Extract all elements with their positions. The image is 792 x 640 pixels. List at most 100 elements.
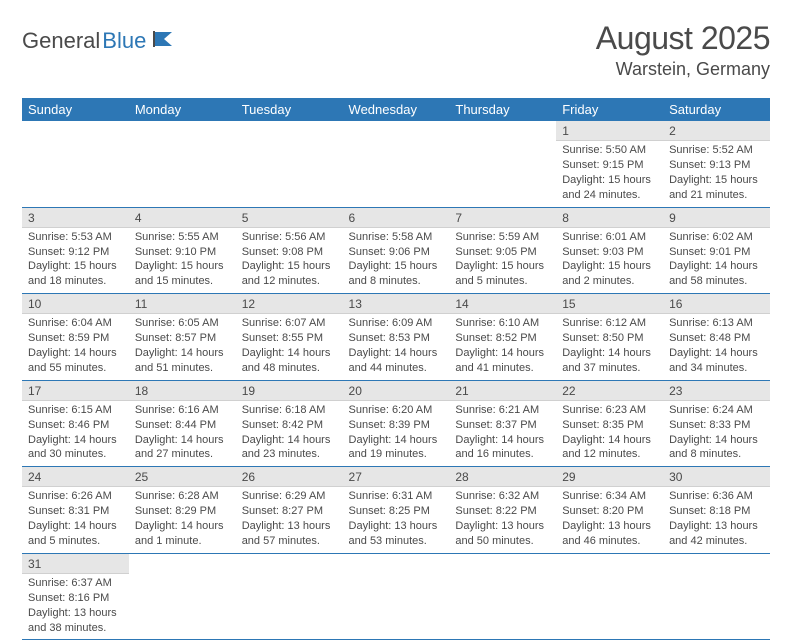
daylight-text: Daylight: 15 hours and 2 minutes. (562, 259, 657, 289)
daylight-text: Daylight: 15 hours and 24 minutes. (562, 173, 657, 203)
sunrise-text: Sunrise: 6:34 AM (562, 489, 657, 504)
calendar-row: 1Sunrise: 5:50 AMSunset: 9:15 PMDaylight… (22, 121, 770, 207)
day-details: Sunrise: 6:34 AMSunset: 8:20 PMDaylight:… (556, 487, 663, 552)
day-details: Sunrise: 5:53 AMSunset: 9:12 PMDaylight:… (22, 228, 129, 293)
day-cell: 24Sunrise: 6:26 AMSunset: 8:31 PMDayligh… (22, 467, 129, 554)
day-cell: 14Sunrise: 6:10 AMSunset: 8:52 PMDayligh… (449, 294, 556, 381)
sunset-text: Sunset: 9:03 PM (562, 245, 657, 260)
day-number: 13 (343, 294, 450, 314)
sunset-text: Sunset: 8:16 PM (28, 591, 123, 606)
sunrise-text: Sunrise: 6:09 AM (349, 316, 444, 331)
day-details: Sunrise: 6:16 AMSunset: 8:44 PMDaylight:… (129, 401, 236, 466)
flag-icon (152, 30, 176, 53)
day-cell: 17Sunrise: 6:15 AMSunset: 8:46 PMDayligh… (22, 380, 129, 467)
day-number: 19 (236, 381, 343, 401)
day-number: 4 (129, 208, 236, 228)
day-number: 20 (343, 381, 450, 401)
day-number: 5 (236, 208, 343, 228)
day-details: Sunrise: 5:56 AMSunset: 9:08 PMDaylight:… (236, 228, 343, 293)
day-cell: 28Sunrise: 6:32 AMSunset: 8:22 PMDayligh… (449, 467, 556, 554)
day-cell: 13Sunrise: 6:09 AMSunset: 8:53 PMDayligh… (343, 294, 450, 381)
day-number: 9 (663, 208, 770, 228)
sunrise-text: Sunrise: 5:55 AM (135, 230, 230, 245)
day-cell: 19Sunrise: 6:18 AMSunset: 8:42 PMDayligh… (236, 380, 343, 467)
day-details: Sunrise: 6:18 AMSunset: 8:42 PMDaylight:… (236, 401, 343, 466)
sunset-text: Sunset: 9:08 PM (242, 245, 337, 260)
sunset-text: Sunset: 8:20 PM (562, 504, 657, 519)
day-cell: 26Sunrise: 6:29 AMSunset: 8:27 PMDayligh… (236, 467, 343, 554)
sunset-text: Sunset: 8:50 PM (562, 331, 657, 346)
day-cell: 31Sunrise: 6:37 AMSunset: 8:16 PMDayligh… (22, 553, 129, 640)
day-details: Sunrise: 6:12 AMSunset: 8:50 PMDaylight:… (556, 314, 663, 379)
empty-cell (236, 553, 343, 640)
sunrise-text: Sunrise: 6:36 AM (669, 489, 764, 504)
daylight-text: Daylight: 15 hours and 15 minutes. (135, 259, 230, 289)
daylight-text: Daylight: 14 hours and 48 minutes. (242, 346, 337, 376)
day-number: 31 (22, 554, 129, 574)
sunrise-text: Sunrise: 6:29 AM (242, 489, 337, 504)
sunset-text: Sunset: 8:44 PM (135, 418, 230, 433)
day-details: Sunrise: 6:01 AMSunset: 9:03 PMDaylight:… (556, 228, 663, 293)
day-number: 24 (22, 467, 129, 487)
sunrise-text: Sunrise: 5:53 AM (28, 230, 123, 245)
day-details: Sunrise: 6:36 AMSunset: 8:18 PMDaylight:… (663, 487, 770, 552)
daylight-text: Daylight: 14 hours and 1 minute. (135, 519, 230, 549)
sunset-text: Sunset: 8:29 PM (135, 504, 230, 519)
dayhead-friday: Friday (556, 98, 663, 121)
calendar-table: Sunday Monday Tuesday Wednesday Thursday… (22, 98, 770, 640)
title-block: August 2025 Warstein, Germany (596, 20, 770, 80)
empty-cell (343, 121, 450, 207)
day-details: Sunrise: 6:23 AMSunset: 8:35 PMDaylight:… (556, 401, 663, 466)
day-cell: 22Sunrise: 6:23 AMSunset: 8:35 PMDayligh… (556, 380, 663, 467)
empty-cell (663, 553, 770, 640)
day-number: 25 (129, 467, 236, 487)
sunset-text: Sunset: 8:35 PM (562, 418, 657, 433)
sunrise-text: Sunrise: 6:28 AM (135, 489, 230, 504)
calendar-row: 10Sunrise: 6:04 AMSunset: 8:59 PMDayligh… (22, 294, 770, 381)
day-cell: 9Sunrise: 6:02 AMSunset: 9:01 PMDaylight… (663, 207, 770, 294)
daylight-text: Daylight: 14 hours and 58 minutes. (669, 259, 764, 289)
day-number: 27 (343, 467, 450, 487)
sunset-text: Sunset: 8:25 PM (349, 504, 444, 519)
sunrise-text: Sunrise: 6:02 AM (669, 230, 764, 245)
sunrise-text: Sunrise: 6:07 AM (242, 316, 337, 331)
empty-cell (129, 553, 236, 640)
day-details: Sunrise: 6:24 AMSunset: 8:33 PMDaylight:… (663, 401, 770, 466)
day-number: 22 (556, 381, 663, 401)
day-details: Sunrise: 6:13 AMSunset: 8:48 PMDaylight:… (663, 314, 770, 379)
day-number: 8 (556, 208, 663, 228)
sunset-text: Sunset: 9:12 PM (28, 245, 123, 260)
day-number: 26 (236, 467, 343, 487)
sunset-text: Sunset: 9:15 PM (562, 158, 657, 173)
day-cell: 10Sunrise: 6:04 AMSunset: 8:59 PMDayligh… (22, 294, 129, 381)
day-details: Sunrise: 6:32 AMSunset: 8:22 PMDaylight:… (449, 487, 556, 552)
day-cell: 5Sunrise: 5:56 AMSunset: 9:08 PMDaylight… (236, 207, 343, 294)
sunrise-text: Sunrise: 5:50 AM (562, 143, 657, 158)
daylight-text: Daylight: 13 hours and 50 minutes. (455, 519, 550, 549)
day-number: 29 (556, 467, 663, 487)
daylight-text: Daylight: 14 hours and 55 minutes. (28, 346, 123, 376)
daylight-text: Daylight: 15 hours and 5 minutes. (455, 259, 550, 289)
day-cell: 25 Sunrise: 6:28 AMSunset: 8:29 PMDayligh… (129, 467, 236, 554)
sunrise-text: Sunrise: 6:10 AM (455, 316, 550, 331)
daylight-text: Daylight: 15 hours and 21 minutes. (669, 173, 764, 203)
day-cell: 8Sunrise: 6:01 AMSunset: 9:03 PMDaylight… (556, 207, 663, 294)
daylight-text: Daylight: 14 hours and 44 minutes. (349, 346, 444, 376)
dayhead-sunday: Sunday (22, 98, 129, 121)
day-details: Sunrise: 6:07 AMSunset: 8:55 PMDaylight:… (236, 314, 343, 379)
day-details: Sunrise: 6:02 AMSunset: 9:01 PMDaylight:… (663, 228, 770, 293)
daylight-text: Daylight: 13 hours and 46 minutes. (562, 519, 657, 549)
day-details: Sunrise: 6:31 AMSunset: 8:25 PMDaylight:… (343, 487, 450, 552)
day-number: 6 (343, 208, 450, 228)
day-number: 12 (236, 294, 343, 314)
day-number: 30 (663, 467, 770, 487)
sunrise-text: Sunrise: 6:24 AM (669, 403, 764, 418)
day-number: 28 (449, 467, 556, 487)
day-number: 7 (449, 208, 556, 228)
sunset-text: Sunset: 8:46 PM (28, 418, 123, 433)
calendar-row: 31Sunrise: 6:37 AMSunset: 8:16 PMDayligh… (22, 553, 770, 640)
daylight-text: Daylight: 14 hours and 5 minutes. (28, 519, 123, 549)
sunset-text: Sunset: 8:33 PM (669, 418, 764, 433)
day-number: 11 (129, 294, 236, 314)
day-details: Sunrise: 6:37 AMSunset: 8:16 PMDaylight:… (22, 574, 129, 639)
